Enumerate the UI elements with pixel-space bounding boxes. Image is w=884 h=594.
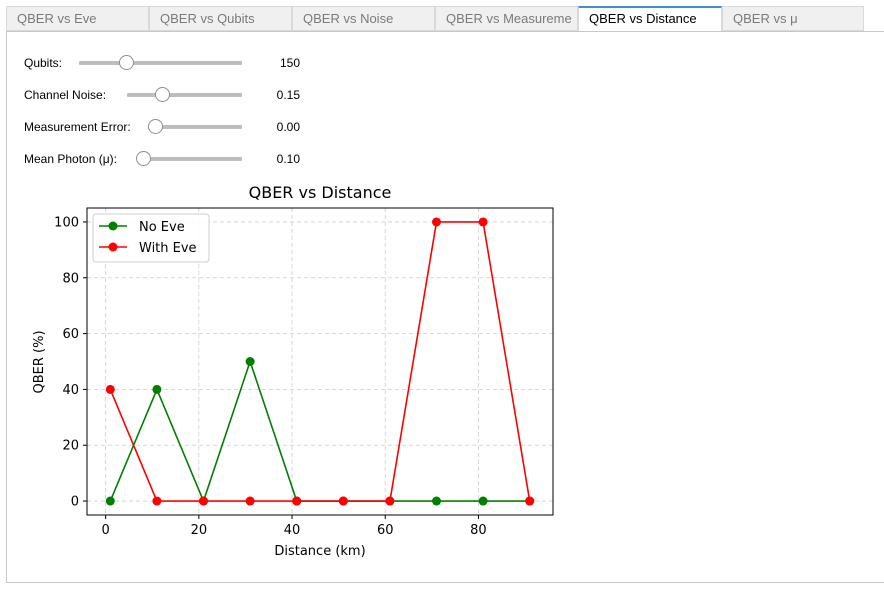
x-tick-label: 20 (191, 523, 208, 538)
channel-noise-value: 0.15 (276, 88, 300, 102)
y-tick-label: 20 (62, 439, 79, 454)
data-point-no-eve (478, 496, 488, 506)
data-point-with-eve (105, 384, 115, 394)
legend-label-no-eve: No Eve (139, 220, 185, 235)
x-tick-label: 40 (284, 523, 301, 538)
chart-title: QBER vs Distance (249, 183, 392, 202)
measurement-error-slider-thumb[interactable] (148, 119, 163, 134)
mean-photon-slider-thumb[interactable] (136, 151, 151, 166)
y-tick-label: 80 (62, 271, 79, 286)
measurement-error-value: 0.00 (276, 120, 300, 134)
y-axis-label: QBER (%) (32, 330, 47, 393)
y-tick-label: 0 (71, 495, 79, 510)
channel-noise-slider-track[interactable] (127, 93, 242, 97)
channel-noise-label: Channel Noise: (24, 88, 107, 102)
data-point-no-eve (432, 496, 441, 506)
legend-marker-no-eve (108, 221, 118, 231)
tab-qber-vs-qubits[interactable]: QBER vs Qubits (149, 6, 292, 31)
series-line-with-eve (109, 221, 531, 502)
mean-photon-value: 0.10 (276, 152, 300, 166)
mean-photon-slider-track[interactable] (143, 157, 242, 161)
tab-qber-vs-mu[interactable]: QBER vs μ (722, 6, 864, 31)
y-tick-label: 100 (54, 215, 79, 230)
legend-marker-with-eve (108, 242, 118, 252)
data-point-with-eve (525, 496, 535, 506)
tab-qber-vs-eve[interactable]: QBER vs Eve (6, 6, 149, 31)
data-point-no-eve (245, 357, 255, 366)
measurement-error-label: Measurement Error: (24, 120, 131, 134)
qubits-label: Qubits: (24, 56, 63, 70)
legend-label-with-eve: With Eve (139, 241, 197, 256)
y-tick-label: 60 (62, 327, 79, 342)
qubits-slider-track[interactable] (79, 61, 242, 65)
qubits-slider-thumb[interactable] (119, 55, 135, 70)
x-tick-label: 80 (470, 523, 487, 538)
mean-photon-label: Mean Photon (μ): (24, 152, 117, 166)
tab-qber-vs-noise[interactable]: QBER vs Noise (292, 6, 435, 31)
data-point-with-eve (152, 496, 162, 506)
series-line-no-eve (109, 358, 530, 504)
x-tick-label: 60 (377, 523, 394, 538)
data-point-with-eve (478, 217, 488, 227)
data-point-no-eve (152, 384, 162, 394)
measurement-error-slider-track[interactable] (155, 125, 242, 129)
tab-qber-vs-measurement[interactable]: QBER vs Measureme (435, 6, 578, 31)
data-point-with-eve (292, 496, 302, 506)
data-point-no-eve (105, 496, 115, 506)
x-axis-label: Distance (km) (274, 544, 365, 559)
x-tick-label: 0 (101, 523, 109, 538)
channel-noise-slider-thumb[interactable] (154, 87, 170, 102)
data-point-with-eve (245, 496, 255, 506)
plot-frame (86, 207, 554, 516)
qubits-value: 150 (279, 56, 300, 70)
data-point-with-eve (338, 496, 348, 506)
data-point-with-eve (199, 496, 208, 506)
tab-bar: QBER vs Eve QBER vs Qubits QBER vs Noise… (6, 6, 864, 32)
data-point-with-eve (432, 217, 441, 227)
legend: No Eve With Eve (92, 213, 210, 263)
data-point-with-eve (385, 496, 395, 506)
tab-qber-vs-distance[interactable]: QBER vs Distance (578, 6, 722, 32)
y-tick-label: 40 (62, 383, 79, 398)
